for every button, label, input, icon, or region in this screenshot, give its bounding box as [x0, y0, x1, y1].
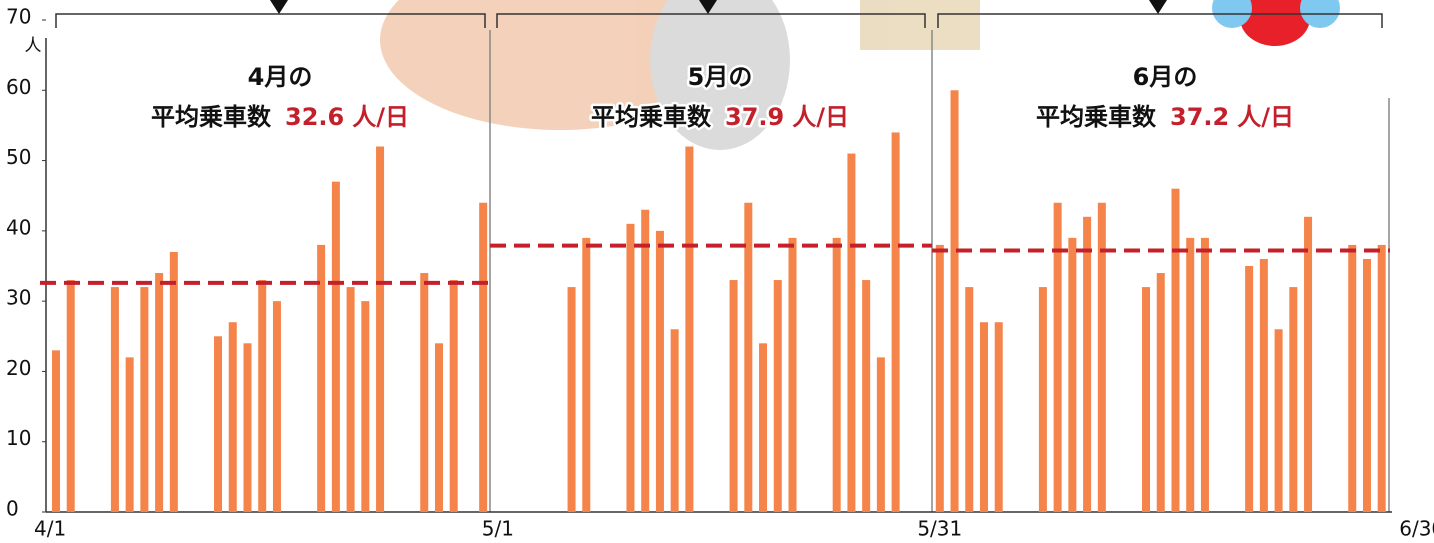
- bar: [111, 287, 119, 512]
- chart: 人 0 10 20 30 40 50 60 70 4/1 5/1 5/31 6/30 4月の平均乗車数 3…: [0, 0, 1434, 543]
- y-tick-label: 10: [6, 426, 31, 450]
- bar: [568, 287, 576, 512]
- bar: [1142, 287, 1150, 512]
- y-unit: 人: [25, 36, 42, 56]
- x-tick-label: 4/1: [34, 517, 66, 541]
- bar: [847, 154, 855, 512]
- bar: [1068, 238, 1076, 512]
- y-tick-label: 0: [6, 497, 19, 521]
- average-value: 37.2: [1170, 103, 1229, 131]
- bar: [1260, 259, 1268, 512]
- bar: [744, 203, 752, 512]
- bar: [1039, 287, 1047, 512]
- bar: [52, 350, 60, 512]
- bar: [435, 343, 443, 512]
- bar: [1275, 329, 1283, 512]
- average-label: 平均乗車数: [1036, 103, 1157, 131]
- average-unit: 人/日: [792, 103, 849, 131]
- bar: [1245, 266, 1253, 512]
- bar: [1083, 217, 1091, 512]
- month-average: 平均乗車数 37.2 人/日: [1036, 103, 1294, 131]
- bar: [995, 322, 1003, 512]
- bar: [1304, 217, 1312, 512]
- bar: [1363, 259, 1371, 512]
- bar: [273, 301, 281, 512]
- y-tick-label: 20: [6, 356, 31, 380]
- y-tick-label: 50: [6, 145, 31, 169]
- month-average: 平均乗車数 32.6 人/日: [151, 103, 409, 131]
- bar: [67, 280, 75, 512]
- bar: [671, 329, 679, 512]
- bar: [1378, 245, 1386, 512]
- bar: [450, 280, 458, 512]
- y-tick-label: 70: [6, 5, 31, 29]
- bar: [1171, 189, 1179, 512]
- bar: [140, 287, 148, 512]
- bar: [774, 280, 782, 512]
- month-title: 4月の: [248, 63, 313, 91]
- x-tick-label: 5/31: [917, 517, 962, 541]
- bar: [789, 238, 797, 512]
- average-value: 37.9: [725, 103, 784, 131]
- bar: [582, 238, 590, 512]
- bar: [626, 224, 634, 512]
- bar: [951, 90, 959, 512]
- bar: [126, 357, 134, 512]
- average-label: 平均乗車数: [591, 103, 712, 131]
- bar: [656, 231, 664, 512]
- bar: [155, 273, 163, 512]
- bar: [685, 147, 693, 512]
- y-tick-label: 40: [6, 215, 31, 239]
- bar: [479, 203, 487, 512]
- bar: [936, 245, 944, 512]
- x-tick-label: 5/1: [482, 517, 514, 541]
- month-title: 5月の: [688, 63, 753, 91]
- bar: [641, 210, 649, 512]
- bar: [965, 287, 973, 512]
- bar: [833, 238, 841, 512]
- bar: [347, 287, 355, 512]
- average-value: 32.6: [285, 103, 344, 131]
- bar: [1157, 273, 1165, 512]
- bar: [1201, 238, 1209, 512]
- bar: [243, 343, 251, 512]
- bar: [376, 147, 384, 512]
- bar: [258, 280, 266, 512]
- bar: [1289, 287, 1297, 512]
- month-title: 6月の: [1133, 63, 1198, 91]
- bar: [862, 280, 870, 512]
- y-tick-label: 30: [6, 286, 31, 310]
- bar: [730, 280, 738, 512]
- bar: [214, 336, 222, 512]
- average-unit: 人/日: [352, 103, 409, 131]
- page: 人 0 10 20 30 40 50 60 70 4/1 5/1 5/31 6/30 4月の平均乗車数 3…: [0, 0, 1434, 543]
- average-unit: 人/日: [1237, 103, 1294, 131]
- bar: [170, 252, 178, 512]
- bar: [1348, 245, 1356, 512]
- bar: [361, 301, 369, 512]
- mascot: [1212, 0, 1340, 46]
- bar: [759, 343, 767, 512]
- x-tick-label: 6/30: [1399, 517, 1434, 541]
- bar: [877, 357, 885, 512]
- bar: [892, 132, 900, 512]
- bar: [980, 322, 988, 512]
- bar: [420, 273, 428, 512]
- bar: [229, 322, 237, 512]
- bar: [317, 245, 325, 512]
- bar: [332, 182, 340, 512]
- average-label: 平均乗車数: [151, 103, 272, 131]
- bar: [1186, 238, 1194, 512]
- y-tick-label: 60: [6, 75, 31, 99]
